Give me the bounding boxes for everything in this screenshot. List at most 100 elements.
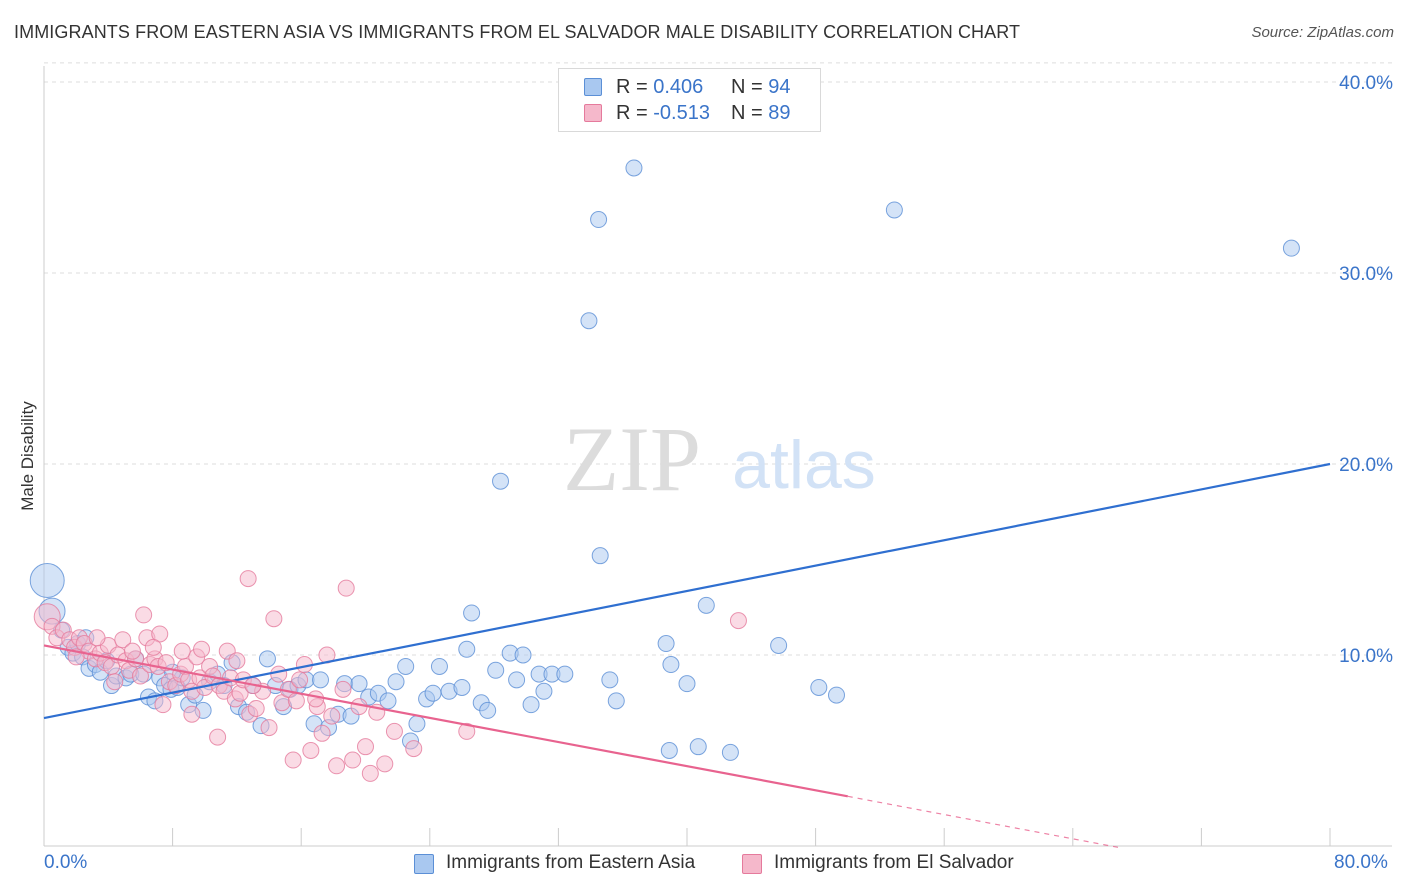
el-salvador-point <box>144 638 162 656</box>
y-tick-label-30: 30.0% <box>1339 264 1393 285</box>
y-tick-label-40: 40.0% <box>1339 73 1393 94</box>
bottom-legend-swatch-pink <box>742 854 762 874</box>
eastern-asia-point <box>29 563 65 599</box>
el-salvador-point <box>287 692 305 710</box>
el-salvador-point <box>131 667 149 685</box>
el-salvador-point <box>228 652 246 670</box>
eastern-asia-point <box>721 743 739 761</box>
legend-swatch-blue <box>584 78 602 96</box>
el-salvador-point <box>260 719 278 737</box>
grid-lines <box>44 62 1392 656</box>
eastern-asia-point <box>463 604 481 622</box>
eastern-asia-point <box>770 636 788 654</box>
eastern-asia-point <box>678 675 696 693</box>
el-salvador-point <box>357 738 374 756</box>
el-salvador-point <box>265 610 283 628</box>
watermark-atlas: atlas <box>732 427 876 503</box>
eastern-asia-point <box>591 547 609 565</box>
source-credit: Source: ZipAtlas.com <box>1251 24 1394 41</box>
eastern-asia-point <box>535 682 553 700</box>
series-el-salvador-points <box>33 570 747 782</box>
chart-title: IMMIGRANTS FROM EASTERN ASIA VS IMMIGRAN… <box>14 22 1021 42</box>
eastern-asia-point <box>379 692 397 710</box>
watermark: ZIP atlas <box>563 408 876 510</box>
eastern-asia-point <box>885 201 903 219</box>
el-salvador-point <box>458 722 476 740</box>
eastern-asia-point <box>689 738 707 756</box>
eastern-asia-point <box>556 665 574 683</box>
trend-lines <box>43 462 1331 849</box>
eastern-asia-point <box>522 696 540 714</box>
eastern-asia-point <box>311 671 329 689</box>
eastern-asia-point <box>827 686 845 704</box>
el-salvador-point <box>183 705 201 723</box>
eastern-asia-point <box>657 635 675 653</box>
trend-line-el-salvador-extension <box>847 795 1122 849</box>
y-tick-labels: 10.0% 20.0% 30.0% 40.0% <box>1339 73 1393 667</box>
legend-n-label: N = <box>731 76 763 98</box>
el-salvador-point <box>302 742 320 759</box>
el-salvador-point <box>284 751 302 769</box>
el-salvador-point <box>88 629 106 647</box>
el-salvador-point <box>337 579 355 597</box>
el-salvador-point <box>361 764 379 782</box>
legend-r-label: R = <box>616 102 648 124</box>
eastern-asia-point <box>350 675 368 693</box>
x-tick-max: 80.0% <box>1334 852 1388 873</box>
el-salvador-point <box>729 612 747 630</box>
el-salvador-point <box>334 680 352 698</box>
el-salvador-point <box>135 606 153 624</box>
trend-line-el-salvador <box>43 644 848 798</box>
eastern-asia-point <box>662 656 680 674</box>
y-tick-label-20: 20.0% <box>1339 455 1393 476</box>
el-salvador-point <box>291 671 309 689</box>
bottom-legend-label-pink: Immigrants from El Salvador <box>774 852 1014 873</box>
eastern-asia-point <box>453 678 471 696</box>
legend-n-value-blue: 94 <box>768 76 791 98</box>
el-salvador-point <box>385 722 403 740</box>
eastern-asia-point <box>514 646 532 664</box>
eastern-asia-point <box>508 671 526 689</box>
eastern-asia-point <box>590 211 608 229</box>
axes <box>43 66 1392 847</box>
watermark-zip: ZIP <box>563 408 701 510</box>
eastern-asia-point <box>458 640 476 658</box>
eastern-asia-point <box>387 673 405 691</box>
legend-r-value-blue: 0.406 <box>653 76 704 98</box>
eastern-asia-point <box>479 701 497 719</box>
eastern-asia-point <box>1282 239 1300 257</box>
el-salvador-point <box>405 740 423 758</box>
eastern-asia-point <box>430 657 448 675</box>
el-salvador-point <box>106 673 124 691</box>
el-salvador-point <box>328 757 346 775</box>
x-tick-min: 0.0% <box>44 852 88 873</box>
eastern-asia-point <box>258 650 276 668</box>
legend-n-value-pink: 89 <box>768 102 791 124</box>
legend-r-value-pink: -0.513 <box>653 102 710 124</box>
correlation-legend: R = 0.406 N = 94 R = -0.513 N = 89 <box>558 68 821 132</box>
eastern-asia-point <box>408 715 426 733</box>
bottom-legend-swatch-blue <box>414 854 434 874</box>
legend-swatch-pink <box>584 104 602 122</box>
el-salvador-point <box>154 696 172 714</box>
el-salvador-point <box>247 699 265 717</box>
eastern-asia-point <box>397 657 415 675</box>
eastern-asia-point <box>697 596 715 614</box>
legend-r-label: R = <box>616 76 648 98</box>
el-salvador-point <box>173 642 191 660</box>
el-salvador-point <box>323 707 341 725</box>
eastern-asia-point <box>424 684 442 702</box>
el-salvador-point <box>209 728 227 746</box>
trend-line-eastern-asia <box>43 462 1331 720</box>
bottom-legend-label-blue: Immigrants from Eastern Asia <box>446 852 696 873</box>
el-salvador-point <box>344 751 362 769</box>
y-axis-label: Male Disability <box>18 401 37 511</box>
el-salvador-point <box>307 690 325 708</box>
y-tick-label-10: 10.0% <box>1339 646 1393 667</box>
legend-n-label: N = <box>731 102 763 124</box>
el-salvador-point <box>193 640 211 658</box>
eastern-asia-point <box>625 159 643 177</box>
el-salvador-point <box>123 642 141 660</box>
el-salvador-point <box>376 755 394 773</box>
